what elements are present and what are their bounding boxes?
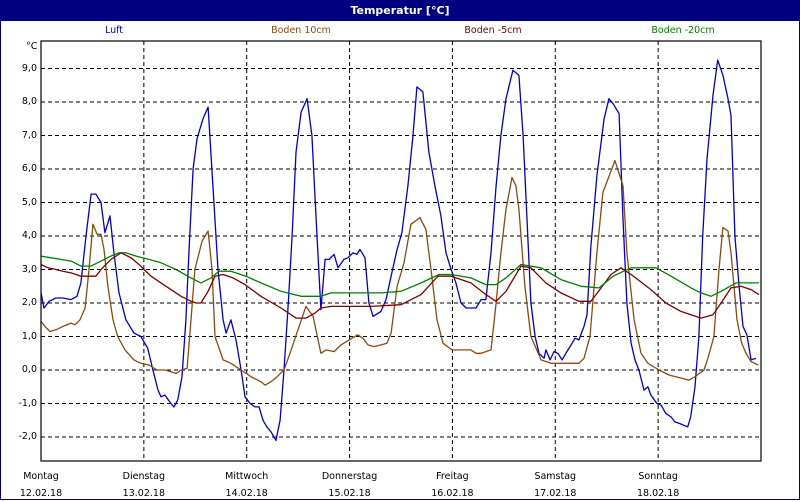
plot-frame: [40, 40, 762, 462]
x-tick-date: 16.02.18: [431, 488, 474, 499]
legend-item-luft: Luft: [104, 25, 124, 36]
x-tick-date: 18.02.18: [636, 488, 680, 499]
y-tick-label: 1,0: [21, 330, 37, 342]
y-tick-label: 0,0: [21, 364, 37, 375]
x-tick-day: Donnerstag: [321, 471, 378, 482]
x-tick-label: Montag 12.02.18: [20, 468, 62, 502]
y-axis-unit: °C: [26, 41, 38, 52]
x-tick-date: 17.02.18: [534, 488, 577, 499]
y-tick-label: 2,0: [21, 297, 37, 308]
x-tick-date: 12.02.18: [19, 488, 63, 499]
y-tick-label: 4,0: [21, 230, 37, 241]
x-tick-date: 14.02.18: [225, 488, 268, 499]
data-series: [40, 59, 760, 442]
x-tick-day: Montag: [23, 471, 59, 482]
series-line-boden-20cm: [40, 252, 759, 297]
x-tick-label: Mittwoch 14.02.18: [225, 468, 268, 502]
x-tick-day: Mittwoch: [225, 471, 269, 482]
y-tick-label: -2,0: [18, 431, 37, 442]
x-tick-label: Dienstag 13.02.18: [123, 468, 165, 502]
y-tick-label: 7,0: [21, 129, 37, 141]
chart-title: Temperatur [°C]: [1, 1, 799, 21]
x-tick-day: Samstag: [534, 471, 577, 482]
x-tick-day: Freitag: [436, 471, 469, 482]
x-tick-label: Freitag 16.02.18: [431, 468, 473, 502]
series-line-boden-10cm: [40, 159, 759, 386]
y-tick-label: -1,0: [18, 397, 37, 409]
x-tick-label: Samstag 17.02.18: [534, 468, 576, 502]
x-tick-label: Sonntag 18.02.18: [637, 468, 679, 502]
x-tick-date: 13.02.18: [122, 488, 165, 499]
y-tick-label: 3,0: [21, 263, 37, 275]
legend-item-boden-minus-20cm: Boden -20cm: [651, 25, 715, 36]
y-tick-label: 6,0: [21, 163, 37, 174]
y-tick-label: 8,0: [21, 96, 37, 107]
y-tick-label: 9,0: [21, 62, 37, 74]
x-tick-day: Sonntag: [638, 471, 678, 482]
y-tick-label: 5,0: [21, 196, 37, 208]
x-tick-day: Dienstag: [122, 471, 166, 482]
series-line-boden-5cm: [40, 252, 760, 319]
legend-item-boden-minus-5cm: Boden -5cm: [464, 25, 522, 36]
x-tick-date: 15.02.18: [328, 488, 371, 499]
x-tick-label: Donnerstag 15.02.18: [322, 468, 377, 502]
series-line-luft: [40, 59, 757, 442]
legend-item-boden-10cm: Boden 10cm: [271, 25, 331, 36]
